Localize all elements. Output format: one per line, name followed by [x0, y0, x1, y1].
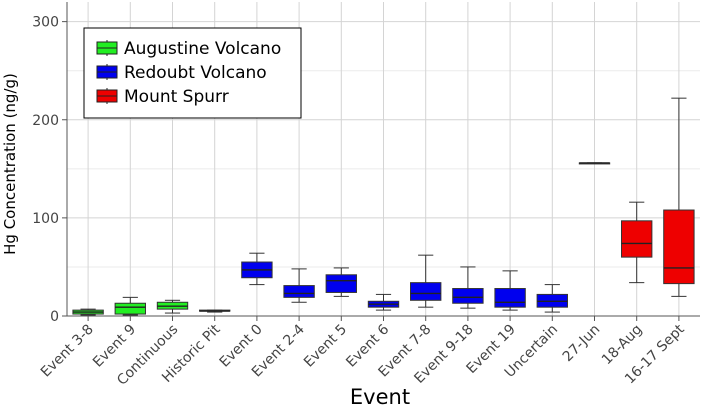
- box-event-7-8: [410, 254, 442, 308]
- legend-label-augustine: Augustine Volcano: [124, 39, 281, 59]
- y-axis-title: Hg Concentration (ng/g): [1, 73, 19, 255]
- box-uncertain: [536, 284, 568, 313]
- x-tick-label: Event 5: [301, 322, 350, 371]
- box-event-3-8: [72, 308, 104, 316]
- y-tick-label: 100: [32, 211, 59, 227]
- box-plots: [72, 97, 695, 316]
- x-axis-title: Event: [350, 385, 410, 408]
- box-body: [621, 220, 653, 258]
- box-event-6: [367, 293, 400, 311]
- x-tick-label: Event 3-8: [38, 322, 97, 381]
- y-tick-label: 0: [50, 309, 59, 325]
- box-event-9: [114, 296, 146, 316]
- box-body: [452, 288, 484, 304]
- box-body: [325, 274, 357, 293]
- x-tick-label: 27-Jun: [560, 322, 604, 366]
- box-historic-pit: [199, 309, 231, 313]
- box-body: [663, 209, 695, 285]
- box-continuous: [156, 299, 189, 314]
- box-event-5: [325, 267, 357, 297]
- y-tick-label: 300: [32, 15, 59, 31]
- box-event-19: [494, 270, 526, 311]
- box-18-aug: [621, 201, 653, 284]
- box-16-17-sept: [663, 97, 695, 297]
- legend-item-augustine: Augustine Volcano: [96, 39, 281, 59]
- legend-item-redoubt: Redoubt Volcano: [96, 63, 267, 83]
- y-tick-label: 200: [32, 113, 59, 129]
- legend-label-spurr: Mount Spurr: [124, 87, 229, 107]
- box-body: [494, 288, 526, 308]
- box-body: [114, 302, 146, 315]
- box-body: [283, 285, 315, 298]
- box-event-2-4: [283, 268, 315, 303]
- legend-label-redoubt: Redoubt Volcano: [124, 63, 267, 83]
- legend-item-spurr: Mount Spurr: [96, 87, 229, 107]
- box-event-9-18: [452, 266, 484, 309]
- legend: Augustine Volcano Redoubt Volcano Mount …: [83, 27, 302, 119]
- box-27-jun: [578, 162, 611, 165]
- box-event-0: [241, 252, 273, 286]
- legend-frame: [83, 27, 302, 119]
- box-body: [410, 282, 442, 301]
